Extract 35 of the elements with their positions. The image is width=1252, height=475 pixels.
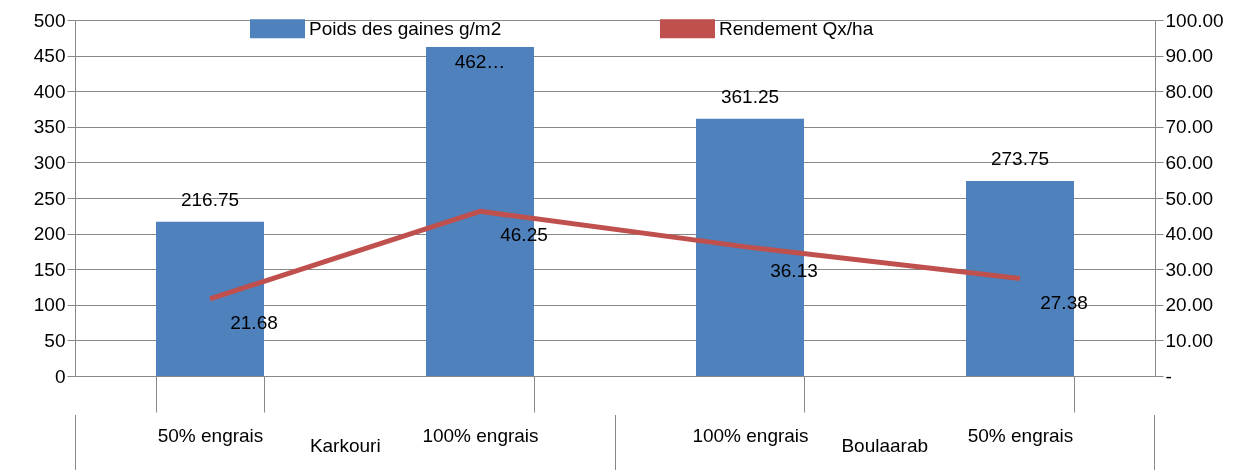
x-tick-label: 100% engrais — [422, 424, 539, 446]
y-tick-label: 500 — [33, 9, 66, 31]
y2-tick-label: 90.00 — [1165, 45, 1214, 67]
y2-tick-label: - — [1165, 365, 1172, 387]
y-tick-label: 150 — [33, 258, 66, 280]
legend-label: Rendement Qx/ha — [719, 17, 874, 39]
y2-tick-label: 10.00 — [1165, 329, 1214, 351]
y-tick-label: 400 — [33, 80, 66, 102]
data-label: 46.25 — [500, 224, 548, 246]
data-label: 462… — [454, 51, 506, 73]
data-label: 273.75 — [990, 148, 1050, 170]
x-tick-label: 50% engrais — [157, 424, 264, 446]
data-label: 361.25 — [720, 85, 780, 107]
y-tick-label: 50 — [44, 329, 66, 351]
y2-tick-label: 100.00 — [1165, 9, 1224, 31]
y-tick-label: 350 — [33, 116, 66, 138]
y2-tick-label: 40.00 — [1165, 223, 1214, 245]
text: Boulaarab — [841, 435, 929, 456]
text: Karkouri — [309, 435, 381, 456]
y2-tick-label: 60.00 — [1165, 151, 1214, 173]
y-tick-label: 100 — [33, 294, 66, 316]
y-tick-label: 450 — [33, 45, 66, 67]
y2-tick-label: 30.00 — [1165, 258, 1214, 280]
data-label: 216.75 — [180, 188, 240, 210]
y-tick-label: 300 — [33, 151, 66, 173]
y-tick-label: 200 — [33, 223, 66, 245]
legend-label: Poids des gaines g/m2 — [309, 17, 502, 39]
y-tick-label: 250 — [33, 187, 66, 209]
y2-tick-label: 50.00 — [1165, 187, 1214, 209]
y2-tick-label: 80.00 — [1165, 80, 1214, 102]
y-tick-label: 0 — [54, 365, 66, 387]
x-tick-label: 50% engrais — [967, 424, 1074, 446]
x-tick-label: 100% engrais — [692, 424, 809, 446]
y2-tick-label: 70.00 — [1165, 116, 1214, 138]
y2-tick-label: 20.00 — [1165, 294, 1214, 316]
